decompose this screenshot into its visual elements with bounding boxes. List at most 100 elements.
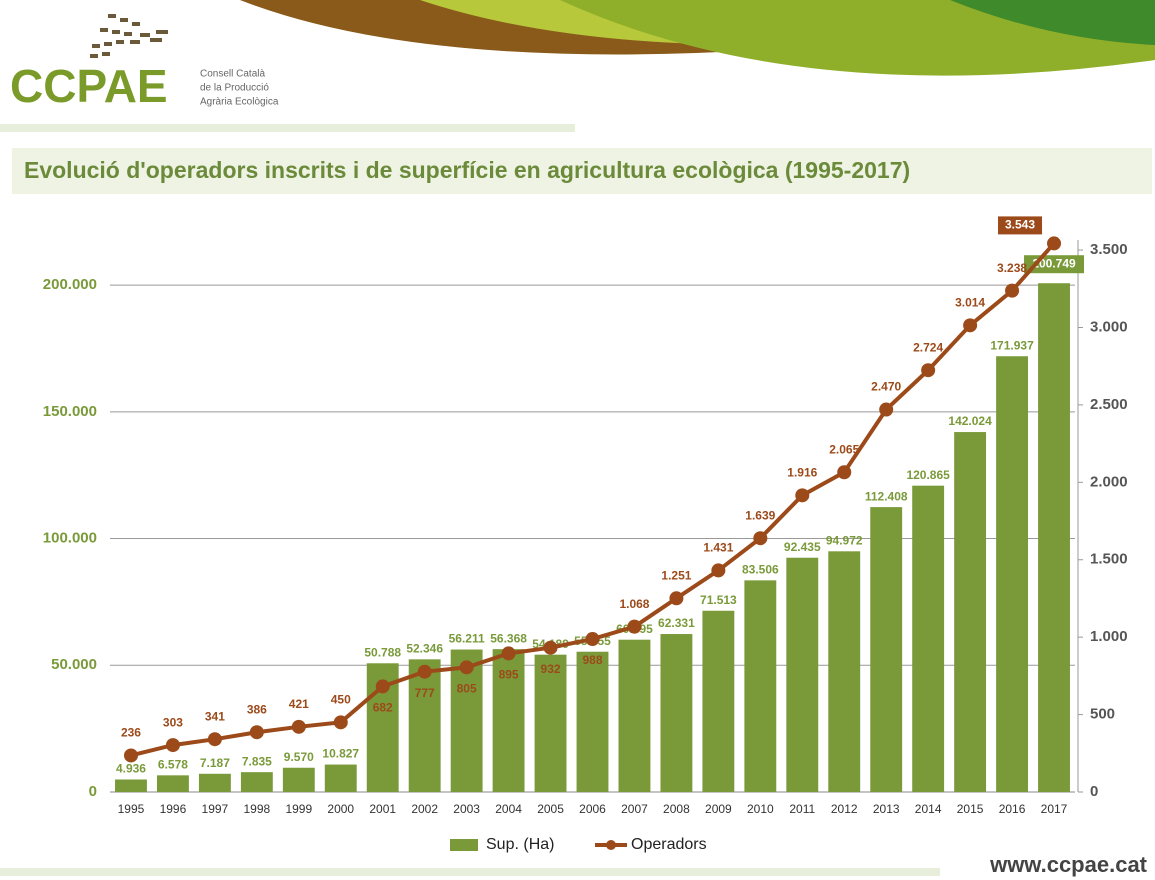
line-point [627,619,642,634]
bar [954,432,987,792]
bar-label: 6.578 [158,758,188,772]
bar [156,775,189,792]
line-label: 421 [289,697,309,711]
x-tick-label: 2010 [747,802,774,816]
x-tick-label: 1995 [118,802,145,816]
y2-tick-label: 3.500 [1090,241,1128,258]
y-tick-label: 150.000 [43,403,97,420]
x-tick-label: 1998 [243,802,270,816]
bar [996,356,1029,792]
bar [1038,283,1070,792]
line-label: 932 [541,662,561,676]
x-tick-label: 2013 [873,802,900,816]
logo: CCPAE [10,60,168,112]
line-label: 3.014 [955,295,985,309]
line-point [963,318,978,333]
org-line: Consell Català [200,69,265,80]
bar-label: 83.506 [742,563,779,577]
line-label: 236 [121,726,141,740]
bar-label: 62.331 [658,616,695,630]
bar-label: 10.827 [322,747,359,761]
bar-label: 94.972 [826,533,863,547]
bar [870,507,903,792]
decor [950,0,1155,45]
line-label: 2.724 [913,340,943,354]
bar [618,639,651,792]
x-tick-label: 1996 [160,802,187,816]
x-tick-label: 2016 [999,802,1026,816]
bar-label: 50.788 [364,645,401,659]
line-point [669,591,684,606]
x-tick-label: 2007 [621,802,648,816]
bar-label: 92.435 [784,540,821,554]
legend-swatch [450,839,478,851]
divider [0,124,575,132]
x-tick-label: 2009 [705,802,732,816]
x-tick-label: 1997 [202,802,229,816]
line-point [459,660,474,675]
line-label: 341 [205,709,225,723]
line-label: 1.431 [703,541,733,555]
bar [282,767,315,792]
y2-tick-label: 2.000 [1090,473,1128,490]
logo-dots [90,14,168,58]
line-point [795,488,810,503]
bar-label: 56.211 [449,632,485,646]
line-label: 1.251 [661,568,691,582]
line-point [417,664,432,679]
line-label: 2.470 [871,380,901,394]
y2-tick-label: 1.000 [1090,628,1128,645]
divider [0,868,940,876]
x-tick-label: 2015 [957,802,984,816]
x-tick-label: 2014 [915,802,942,816]
legend-label: Operadors [631,836,707,853]
bar-label: 9.570 [284,750,314,764]
line-point [501,646,516,661]
line-label: 682 [373,701,393,715]
bar-label: 7.835 [242,754,272,768]
y-tick-label: 100.000 [43,530,97,547]
y-tick-label: 0 [89,783,97,800]
bar-label: 56.368 [490,631,527,645]
chart-title: Evolució d'operadors inscrits i de super… [24,157,910,183]
bar-label: 112.408 [865,489,908,503]
line-point [753,531,768,546]
x-tick-label: 2001 [369,802,396,816]
line-label: 805 [457,682,477,696]
x-tick-label: 2004 [495,802,522,816]
line-point [1047,236,1062,251]
bar [198,773,231,792]
x-tick-label: 2005 [537,802,564,816]
x-tick-label: 2000 [327,802,354,816]
y-tick-label: 200.000 [43,276,97,293]
x-tick-label: 2011 [789,802,815,816]
line-point [921,363,936,378]
bar [912,485,945,792]
line-label: 303 [163,715,183,729]
bar-label: 200.749 [1032,256,1076,270]
bar [324,764,357,792]
bar [534,654,567,792]
legend-swatch [606,840,616,850]
y-tick-label: 50.000 [51,656,97,673]
plot: 0 50.000 100.000 150.000 200.000 0 500 1.000 1.5… [43,216,1128,853]
y2-tick-label: 3.000 [1090,318,1128,335]
title-band [12,148,1152,194]
line-label: 3.543 [1005,218,1035,232]
bar [828,551,861,792]
bar [744,580,777,792]
bar [115,779,147,792]
line-label: 777 [415,686,435,700]
bar-label: 142.024 [948,414,992,428]
line-label: 988 [582,653,602,667]
bar [492,649,525,792]
line-label: 1.916 [787,466,817,480]
line-point [879,402,894,417]
bar [786,557,819,792]
bar-label: 7.187 [200,756,230,770]
line-label: 1.068 [619,597,649,611]
y2-tick-label: 0 [1090,783,1098,800]
x-tick-label: 2003 [453,802,480,816]
line-point [585,632,600,647]
